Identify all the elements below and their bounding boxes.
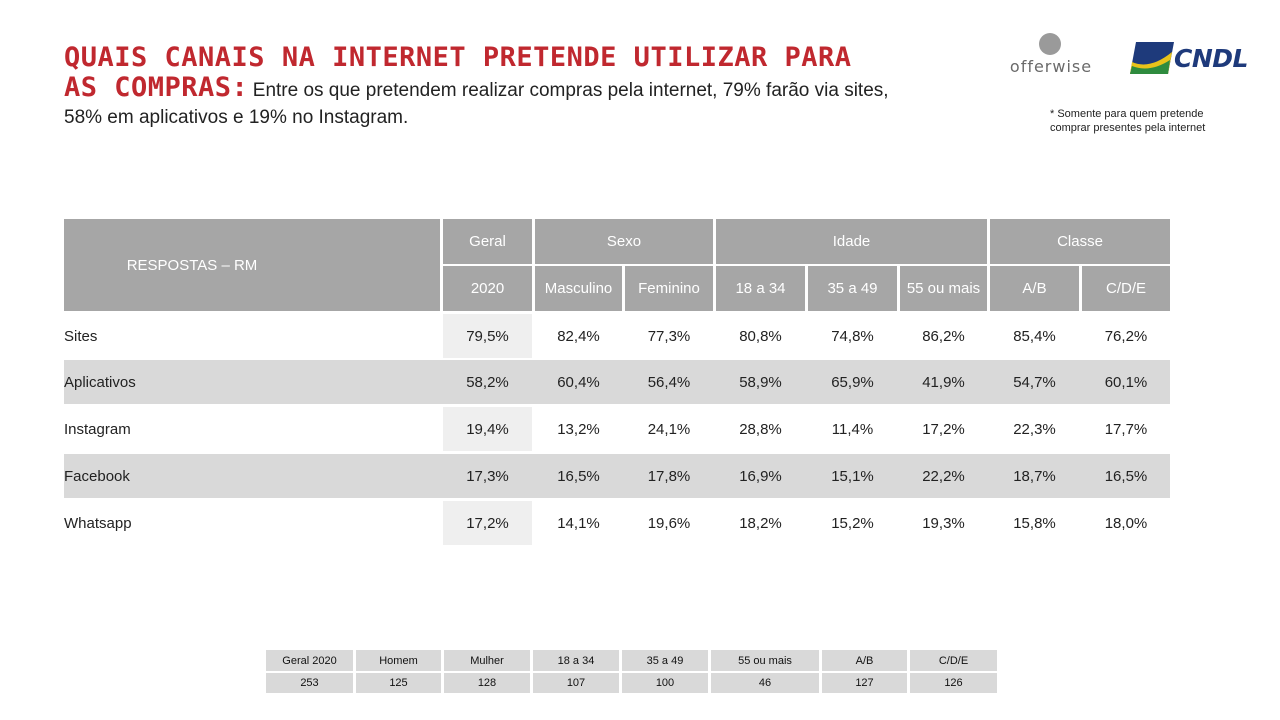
table-cell: 16,9% bbox=[739, 467, 782, 485]
table-cell: 74,8% bbox=[831, 327, 874, 345]
title-subtitle: Entre os que pretendem realizar compras … bbox=[252, 80, 889, 101]
table-cell: 58,2% bbox=[466, 373, 509, 391]
table-cell: 18,2% bbox=[739, 514, 782, 532]
column-header: 2020 bbox=[443, 266, 532, 311]
base-value-cell: 107 bbox=[533, 673, 619, 693]
table-cell: 19,3% bbox=[922, 514, 965, 532]
column-header: Masculino bbox=[535, 266, 622, 311]
table-cell: 18,0% bbox=[1104, 514, 1148, 532]
table-cell: 85,4% bbox=[1013, 327, 1056, 345]
row-label: Instagram bbox=[64, 420, 131, 438]
geral-column-shade bbox=[443, 501, 532, 545]
group-header-idade: Idade bbox=[716, 219, 987, 264]
base-header-cell: 35 a 49 bbox=[622, 650, 708, 671]
row-label: Whatsapp bbox=[64, 514, 132, 532]
base-header-cell: Homem bbox=[356, 650, 441, 671]
cndl-logo-text: CNDL bbox=[1174, 44, 1248, 73]
table-cell: 18,7% bbox=[1013, 467, 1056, 485]
table-corner-header: RESPOSTAS – RM bbox=[64, 219, 440, 311]
table-cell: 17,2% bbox=[922, 420, 965, 438]
base-header-cell: Geral 2020 bbox=[266, 650, 353, 671]
table-cell: 58,9% bbox=[739, 373, 782, 391]
base-value-cell: 126 bbox=[910, 673, 997, 693]
table-cell: 60,4% bbox=[557, 373, 600, 391]
group-header-geral: Geral bbox=[443, 219, 532, 264]
table-cell: 11,4% bbox=[831, 420, 874, 438]
row-label: Sites bbox=[64, 327, 98, 345]
cndl-logo: CNDL bbox=[1128, 40, 1248, 78]
table-cell: 19,4% bbox=[466, 420, 509, 438]
column-header: 35 a 49 bbox=[808, 266, 897, 311]
table-cell: 41,9% bbox=[922, 373, 965, 391]
geral-column-shade bbox=[443, 314, 532, 358]
table-cell: 22,3% bbox=[1013, 420, 1056, 438]
title-line-1: QUAIS CANAIS NA INTERNET PRETENDE UTILIZ… bbox=[64, 42, 852, 73]
offerwise-logo-text: offerwise bbox=[1009, 57, 1093, 76]
table-cell: 16,5% bbox=[1104, 467, 1148, 485]
table-cell: 86,2% bbox=[922, 327, 965, 345]
table-cell: 56,4% bbox=[647, 373, 691, 391]
base-header-cell: A/B bbox=[822, 650, 907, 671]
table-cell: 17,2% bbox=[466, 514, 509, 532]
column-header: Feminino bbox=[625, 266, 713, 311]
row-stripe bbox=[64, 360, 1170, 404]
table-cell: 60,1% bbox=[1104, 373, 1148, 391]
geral-column-shade bbox=[443, 407, 532, 451]
base-value-cell: 128 bbox=[444, 673, 530, 693]
group-header-classe: Classe bbox=[990, 219, 1170, 264]
column-header: 18 a 34 bbox=[716, 266, 805, 311]
table-cell: 77,3% bbox=[647, 327, 691, 345]
column-header: 55 ou mais bbox=[900, 266, 987, 311]
page-title: QUAIS CANAIS NA INTERNET PRETENDE UTILIZ… bbox=[64, 44, 984, 127]
base-header-cell: C/D/E bbox=[910, 650, 997, 671]
row-stripe bbox=[64, 454, 1170, 498]
table-cell: 79,5% bbox=[466, 327, 509, 345]
table-cell: 65,9% bbox=[831, 373, 874, 391]
table-cell: 22,2% bbox=[922, 467, 965, 485]
table-cell: 54,7% bbox=[1013, 373, 1056, 391]
base-value-cell: 125 bbox=[356, 673, 441, 693]
table-cell: 82,4% bbox=[557, 327, 600, 345]
title-bold-prefix: AS COMPRAS: bbox=[64, 72, 249, 103]
table-cell: 28,8% bbox=[739, 420, 782, 438]
base-value-cell: 46 bbox=[711, 673, 819, 693]
row-label: Aplicativos bbox=[64, 373, 136, 391]
table-corner-label: RESPOSTAS – RM bbox=[126, 256, 258, 274]
footnote: * Somente para quem pretende comprar pre… bbox=[1050, 108, 1206, 134]
table-cell: 17,8% bbox=[647, 467, 691, 485]
table-cell: 15,2% bbox=[831, 514, 874, 532]
base-header-cell: Mulher bbox=[444, 650, 530, 671]
base-header-cell: 55 ou mais bbox=[711, 650, 819, 671]
base-value-cell: 100 bbox=[622, 673, 708, 693]
table-cell: 15,1% bbox=[831, 467, 874, 485]
table-cell: 24,1% bbox=[647, 420, 691, 438]
base-value-cell: 127 bbox=[822, 673, 907, 693]
table-cell: 15,8% bbox=[1013, 514, 1056, 532]
cndl-emblem-icon bbox=[1130, 42, 1174, 74]
table-cell: 19,6% bbox=[647, 514, 691, 532]
base-value-cell: 253 bbox=[266, 673, 353, 693]
table-cell: 76,2% bbox=[1104, 327, 1148, 345]
title-line-3: 58% em aplicativos e 19% no Instagram. bbox=[64, 107, 409, 128]
group-header-sexo: Sexo bbox=[535, 219, 713, 264]
table-cell: 17,3% bbox=[466, 467, 509, 485]
table-cell: 13,2% bbox=[557, 420, 600, 438]
table-cell: 80,8% bbox=[739, 327, 782, 345]
table-cell: 16,5% bbox=[557, 467, 600, 485]
column-header: A/B bbox=[990, 266, 1079, 311]
row-label: Facebook bbox=[64, 467, 130, 485]
column-header: C/D/E bbox=[1082, 266, 1170, 311]
offerwise-logo: offerwise bbox=[997, 33, 1105, 76]
base-header-cell: 18 a 34 bbox=[533, 650, 619, 671]
table-cell: 17,7% bbox=[1104, 420, 1148, 438]
table-cell: 14,1% bbox=[557, 514, 600, 532]
offerwise-emblem-icon bbox=[1039, 33, 1061, 55]
